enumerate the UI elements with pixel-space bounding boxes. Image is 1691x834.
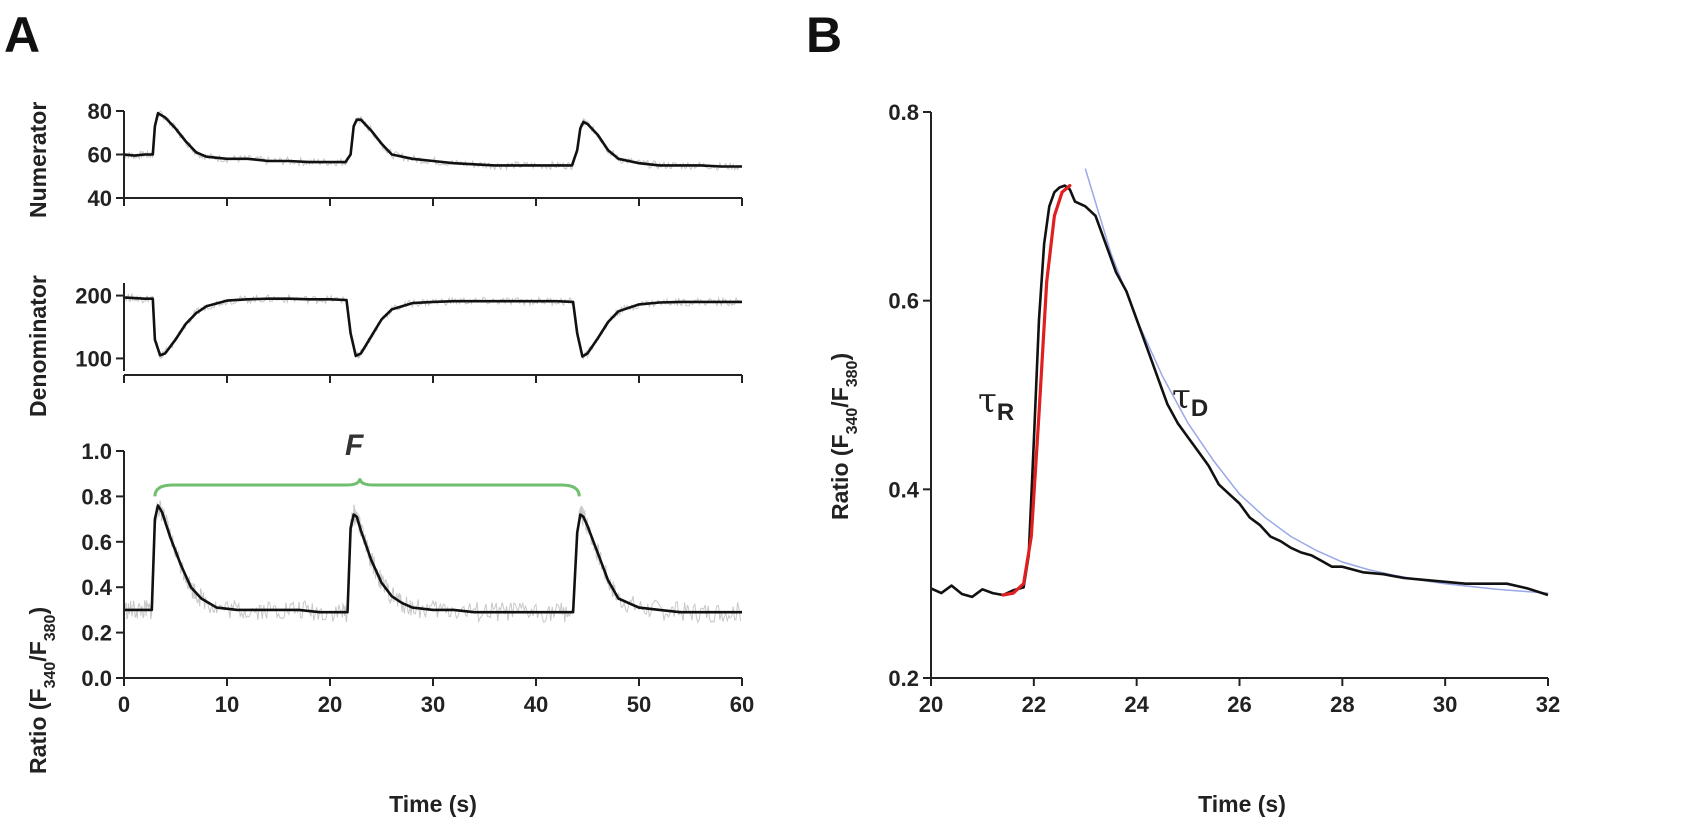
panel-b-trace	[930, 184, 1549, 599]
tau-d-symbol: τ	[1172, 377, 1191, 417]
x-tick-label: 20	[919, 692, 943, 717]
panel-b-y-ticks: 0.2 0.4 0.6 0.8	[888, 100, 931, 691]
ratio-x-ticks: 0 10 20 30 40 50 60	[118, 678, 754, 717]
frequency-bracket	[153, 478, 581, 497]
y-tick-label: 0.4	[81, 575, 112, 600]
ratio-y-label-end: )	[25, 607, 51, 615]
y-tick-label: 0.2	[888, 666, 919, 691]
x-tick-label: 28	[1330, 692, 1354, 717]
denominator-y-ticks: 100 200	[75, 284, 124, 371]
x-tick-label: 40	[524, 692, 548, 717]
panel-b-y-label-end: )	[827, 353, 853, 361]
ratio-y-label-sub2: 380	[42, 614, 59, 641]
ratio-y-label-mid: /F	[25, 641, 51, 661]
noise-trace	[123, 500, 741, 624]
denominator-x-ticks	[123, 375, 743, 383]
tau-d-label: τD	[1172, 377, 1208, 422]
y-tick-label: 0.6	[81, 530, 112, 555]
y-tick-label: 80	[88, 99, 112, 124]
y-tick-label: 0.6	[888, 289, 919, 314]
x-tick-label: 10	[215, 692, 239, 717]
tau-d-subscript: D	[1191, 395, 1208, 422]
panel-b-x-ticks: 20 22 24 26 28 30 32	[919, 678, 1560, 717]
panel-b-y-label: Ratio (F340/F380)	[827, 353, 861, 520]
y-tick-label: 0.4	[888, 477, 919, 502]
numerator-x-ticks	[123, 198, 743, 206]
panel-b-chart: 0.20.40.60.8 20 22 24 26 28 30 32 τR τD Ratio …	[827, 100, 1560, 817]
y-tick-label: 1.0	[81, 439, 112, 464]
x-tick-label: 22	[1022, 692, 1046, 717]
panel-b-y-label-sub1: 340	[844, 408, 861, 435]
ratio-x-label: Time (s)	[389, 791, 477, 817]
ratio-trace	[124, 504, 742, 614]
tau-r-label: τR	[978, 381, 1014, 426]
ratio-y-label: Ratio (F340/F380)	[25, 607, 59, 774]
panel-b-y-label-sub2: 380	[844, 360, 861, 387]
numerator-subplot: 40 60 80 Numerator	[25, 99, 743, 218]
numerator-trace	[123, 111, 742, 168]
x-tick-label: 30	[421, 692, 445, 717]
x-tick-label: 20	[318, 692, 342, 717]
frequency-label-f: F	[345, 429, 364, 462]
y-tick-label: 0.8	[888, 100, 919, 125]
ratio-y-label-sub1: 340	[42, 662, 59, 689]
panel-label-a: A	[4, 7, 40, 63]
x-tick-label: 50	[627, 692, 651, 717]
tau-r-subscript: R	[997, 399, 1014, 426]
numerator-y-ticks: 40 60 80	[88, 99, 124, 211]
ratio-y-ticks: 0.0 0.2 0.4 0.6 0.8 1.0	[81, 439, 124, 691]
y-tick-label: 100	[75, 346, 112, 371]
y-tick-label: 60	[88, 143, 112, 168]
y-tick-label: 40	[88, 186, 112, 211]
numerator-y-label: Numerator	[25, 102, 51, 218]
x-tick-label: 26	[1227, 692, 1251, 717]
x-tick-label: 24	[1124, 692, 1149, 717]
x-tick-label: 30	[1433, 692, 1457, 717]
x-tick-label: 60	[730, 692, 754, 717]
panel-b-x-label: Time (s)	[1198, 791, 1286, 817]
decay-fit-line	[1084, 168, 1549, 594]
ratio-noise-band	[123, 500, 741, 624]
tau-r-symbol: τ	[978, 381, 997, 421]
rise-fit-line	[1001, 184, 1072, 597]
y-tick-label: 0.0	[81, 666, 112, 691]
panel-b-y-label-mid: /F	[827, 387, 853, 407]
panel-label-b: B	[806, 7, 842, 63]
denominator-subplot: 100 200 Denominator	[25, 275, 743, 417]
x-tick-label: 0	[118, 692, 130, 717]
ratio-y-label-text: Ratio (F	[25, 688, 51, 774]
y-tick-label: 0.8	[81, 484, 112, 509]
y-tick-label: 0.2	[81, 621, 112, 646]
x-tick-label: 32	[1536, 692, 1560, 717]
ratio-subplot: F 0.0 0.2 0.4 0.6 0.8 1.0 0 10 20 30 40 50 60 Ratio…	[25, 429, 754, 817]
denominator-trace	[123, 296, 742, 358]
panel-b-y-label-text: Ratio (F	[827, 434, 853, 520]
y-tick-label: 200	[75, 284, 112, 309]
denominator-y-label: Denominator	[25, 275, 51, 417]
